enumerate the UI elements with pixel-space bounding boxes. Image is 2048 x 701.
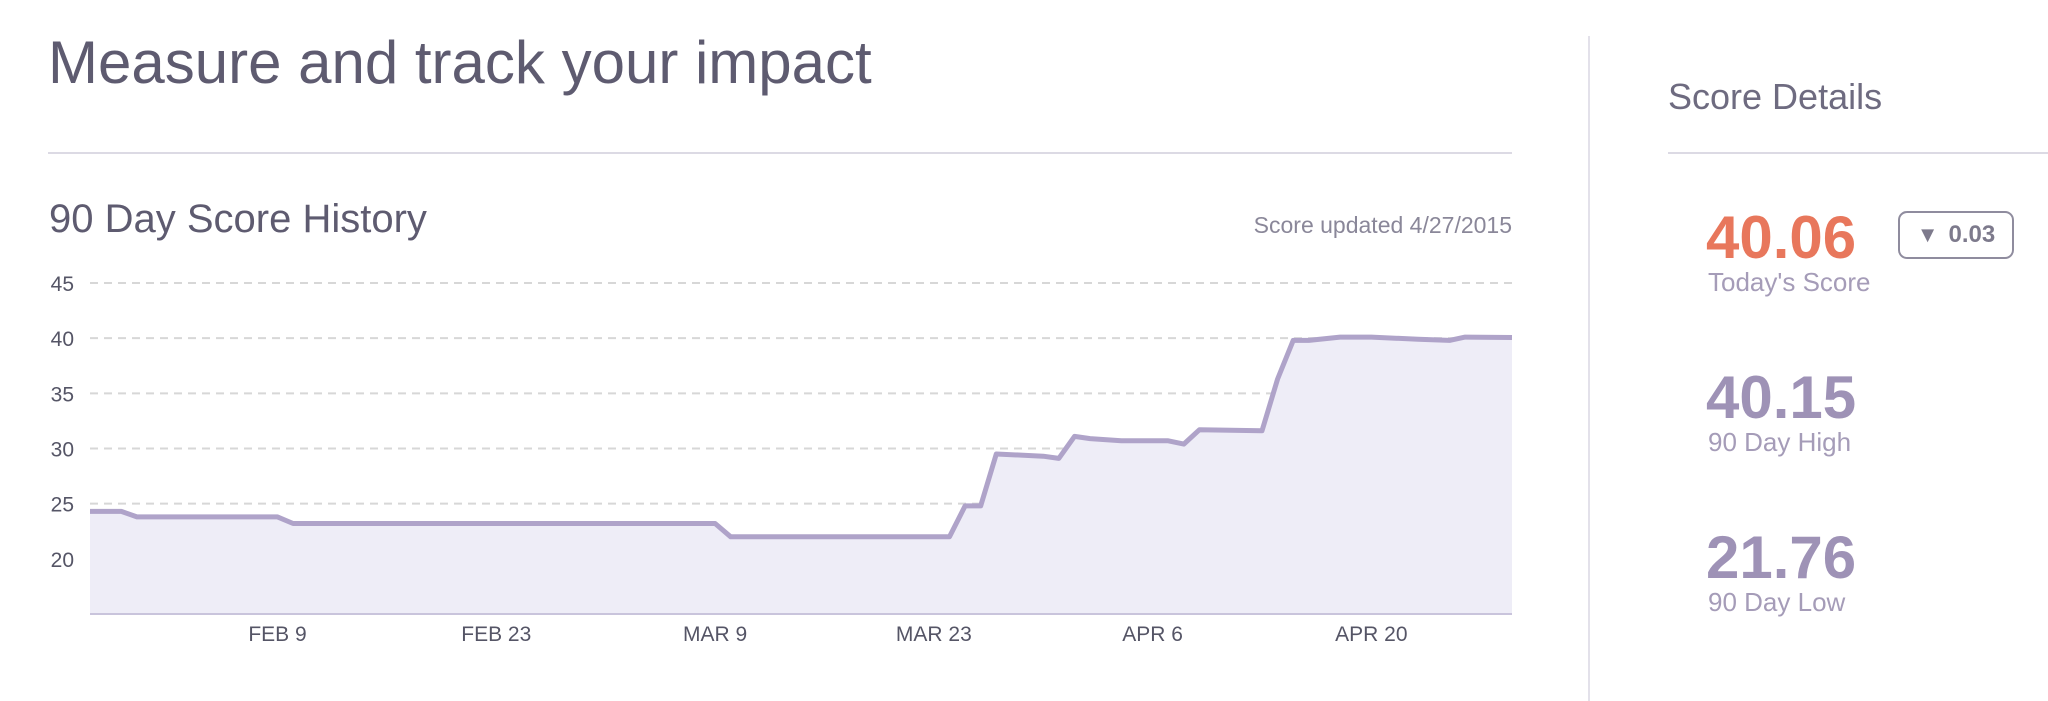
score-details-divider — [1668, 152, 2048, 154]
y-tick-label: 25 — [51, 494, 74, 517]
x-tick-label: APR 20 — [1335, 623, 1407, 646]
high-score-label: 90 Day High — [1708, 427, 1852, 457]
y-tick-label: 30 — [51, 439, 74, 462]
high-score-value: 40.15 — [1706, 364, 1857, 431]
x-tick-label: APR 6 — [1122, 623, 1183, 646]
x-tick-label: FEB 23 — [461, 623, 531, 646]
score-line — [90, 334, 1513, 540]
score-change-badge: ▼ 0.03 — [1898, 211, 2014, 259]
todays-score-label: Today's Score — [1708, 267, 1871, 297]
chart-section-title: 90 Day Score History — [49, 197, 427, 241]
score-history-chart: 20 25 30 35 40 45 FEB 9 FEB 23 MAR 9 MAR 23 APR 6 A… — [51, 273, 1513, 646]
y-tick-label: 20 — [51, 549, 74, 572]
y-tick-label: 45 — [51, 273, 74, 296]
header-divider — [48, 152, 1512, 154]
panel-divider — [1588, 36, 1590, 701]
score-updated-text: Score updated 4/27/2015 — [1253, 212, 1512, 238]
score-area — [90, 337, 1512, 614]
low-score-value: 21.76 — [1706, 524, 1857, 591]
low-score-label: 90 Day Low — [1708, 587, 1846, 617]
todays-score-value: 40.06 — [1706, 204, 1857, 271]
x-tick-label: MAR 9 — [683, 623, 747, 646]
x-tick-label: MAR 23 — [896, 623, 972, 646]
score-change-value: 0.03 — [1948, 221, 1996, 248]
down-triangle-icon: ▼ — [1916, 222, 1939, 247]
x-tick-label: FEB 9 — [248, 623, 306, 646]
y-tick-label: 40 — [51, 328, 74, 351]
score-details-title: Score Details — [1668, 76, 1883, 117]
page-title: Measure and track your impact — [48, 29, 872, 96]
y-tick-label: 35 — [51, 383, 74, 406]
